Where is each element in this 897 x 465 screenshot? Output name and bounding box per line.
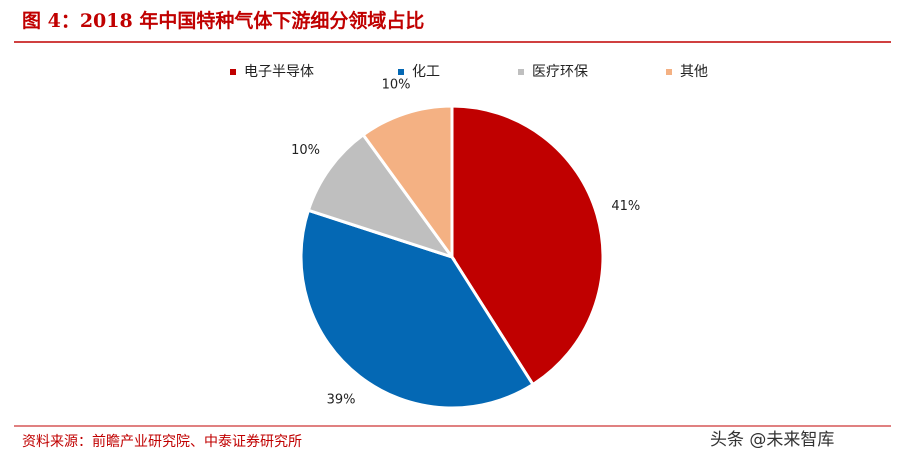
legend-marker: [230, 69, 236, 75]
value-label: 10%: [382, 77, 411, 92]
pie-slice: [361, 104, 454, 262]
chart-title: 图 4：2018 年中国特种气体下游细分领域占比: [22, 9, 424, 32]
legend-label: 医疗环保: [532, 64, 588, 80]
value-label: 41%: [611, 199, 640, 214]
legend-label: 电子半导体: [244, 64, 314, 80]
legend-marker: [518, 69, 524, 75]
pie-slice: [306, 132, 456, 260]
pie-slice: [299, 208, 535, 410]
legend-label: 其他: [680, 64, 708, 80]
watermark: 头条 @未来智库: [710, 430, 834, 450]
legend-marker: [398, 69, 404, 75]
legend-marker: [666, 69, 672, 75]
legend-label: 化工: [412, 64, 440, 80]
value-label: 39%: [327, 393, 356, 408]
value-label: 10%: [291, 143, 320, 158]
source-note: 资料来源：前瞻产业研究院、中泰证券研究所: [22, 433, 302, 450]
